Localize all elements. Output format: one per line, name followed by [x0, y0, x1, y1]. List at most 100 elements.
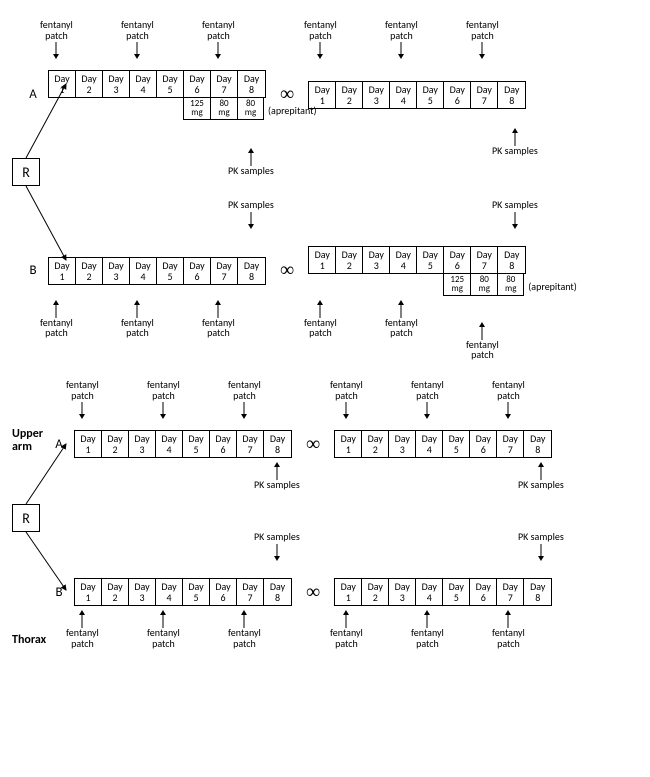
- pk-label: PK samples: [492, 200, 538, 230]
- dose-row: 125mg 80mg 80mg: [183, 98, 266, 120]
- day-cell: Day5: [183, 579, 210, 605]
- arm-a-row: A Day1 Day2 Day3 Day4 Day5 Day6 Day7 Day…: [48, 70, 526, 120]
- arm-a2-below: PK samples PK samples: [74, 462, 552, 500]
- arm-b-below: fentanylpatch fentanylpatch fentanylpatc…: [48, 300, 526, 352]
- pk-label: PK samples: [254, 462, 300, 492]
- fentanyl-label: fentanylpatch: [202, 20, 235, 60]
- day-cell: Day6: [444, 82, 471, 108]
- fentanyl-label: fentanylpatch: [228, 380, 261, 420]
- day-cell: Day4: [416, 431, 443, 457]
- pk-label: PK samples: [228, 148, 274, 178]
- fentanyl-label: fentanylpatch: [121, 20, 154, 60]
- fentanyl-label: fentanylpatch: [411, 380, 444, 420]
- day-cell: Day2: [336, 247, 363, 273]
- dose-cell: 80mg: [237, 98, 264, 120]
- day-cell: Day4: [130, 258, 157, 284]
- arm-b-label: B: [50, 585, 68, 600]
- day-cell: Day1: [75, 431, 102, 457]
- arm-b2-above: PK samples PK samples: [74, 528, 552, 574]
- day-cell: Day1: [49, 258, 76, 284]
- arm-a-below: PK samples PK samples: [48, 124, 526, 170]
- fentanyl-label: fentanylpatch: [66, 610, 99, 650]
- panel-2: Upperarm Thorax R fentanylpatch fentanyl…: [12, 372, 638, 672]
- fentanyl-label: fentanylpatch: [121, 300, 154, 340]
- r-label: R: [22, 164, 30, 181]
- day-cell: Day4: [390, 247, 417, 273]
- day-cell: Day5: [443, 579, 470, 605]
- pk-label: PK samples: [518, 532, 564, 562]
- day-cell: Day4: [156, 579, 183, 605]
- day-row: Day1 Day2 Day3 Day4 Day5 Day6 Day7 Day8: [308, 81, 526, 109]
- day-cell: Day1: [335, 579, 362, 605]
- randomize-box: R: [12, 504, 40, 532]
- fentanyl-label: fentanylpatch: [385, 20, 418, 60]
- pk-label: PK samples: [518, 462, 564, 492]
- arm-a-period-2: Day1 Day2 Day3 Day4 Day5 Day6 Day7 Day8: [308, 81, 526, 109]
- day-cell: Day3: [389, 431, 416, 457]
- day-cell: Day2: [102, 431, 129, 457]
- day-row: Day1 Day2 Day3 Day4 Day5 Day6 Day7 Day8: [334, 578, 552, 606]
- day-cell: Day4: [130, 71, 157, 97]
- day-cell: Day1: [309, 247, 336, 273]
- day-cell: Day1: [49, 71, 76, 97]
- fentanyl-label: fentanylpatch: [466, 322, 499, 362]
- day-cell: Day3: [363, 247, 390, 273]
- pk-label: PK samples: [228, 200, 274, 230]
- aprepitant-note: (aprepitant): [528, 280, 577, 293]
- fentanyl-label: fentanylpatch: [40, 300, 73, 340]
- infinity-symbol: ∞: [306, 433, 320, 456]
- day-cell: Day2: [76, 71, 103, 97]
- panel-1: R fentanylpatch fentanylpatch fentanylpa…: [12, 12, 638, 332]
- fentanyl-label: fentanylpatch: [304, 20, 337, 60]
- day-cell: Day7: [211, 71, 238, 97]
- arm-a2-above: fentanylpatch fentanylpatch fentanylpatc…: [74, 380, 552, 426]
- day-cell: Day8: [238, 258, 265, 284]
- arm-a2-row: A Day1 Day2 Day3 Day4 Day5 Day6 Day7 Day…: [74, 430, 552, 458]
- fentanyl-label: fentanylpatch: [330, 380, 363, 420]
- day-cell: Day6: [184, 258, 211, 284]
- fentanyl-label: fentanylpatch: [147, 610, 180, 650]
- day-cell: Day7: [237, 579, 264, 605]
- day-cell: Day7: [471, 82, 498, 108]
- day-cell: Day5: [183, 431, 210, 457]
- fentanyl-label: fentanylpatch: [330, 610, 363, 650]
- day-row: Day1 Day2 Day3 Day4 Day5 Day6 Day7 Day8: [48, 70, 266, 98]
- day-cell: Day3: [363, 82, 390, 108]
- day-cell: Day8: [264, 579, 291, 605]
- day-cell: Day8: [498, 82, 525, 108]
- day-cell: Day6: [210, 579, 237, 605]
- day-cell: Day5: [157, 71, 184, 97]
- arm-a-above: fentanylpatch fentanylpatch fentanylpatc…: [48, 20, 526, 66]
- day-cell: Day5: [417, 82, 444, 108]
- arm-b-label: B: [24, 263, 42, 278]
- day-cell: Day4: [416, 579, 443, 605]
- fentanyl-label: fentanylpatch: [147, 380, 180, 420]
- thorax-text: Thorax: [12, 634, 46, 647]
- arm-b-block: PK samples PK samples B Day1 Day2 Day3 D…: [48, 196, 526, 352]
- fentanyl-label: fentanylpatch: [492, 380, 525, 420]
- pk-label: PK samples: [492, 128, 538, 158]
- fentanyl-label: fentanylpatch: [466, 20, 499, 60]
- day-cell: Day8: [524, 431, 551, 457]
- dose-cell: 80mg: [497, 274, 524, 296]
- arm-b-period-1: Day1 Day2 Day3 Day4 Day5 Day6 Day7 Day8: [48, 257, 266, 285]
- day-cell: Day3: [103, 71, 130, 97]
- arm-b-row: B Day1 Day2 Day3 Day4 Day5 Day6 Day7 Day…: [48, 246, 526, 296]
- dose-row: 125mg 80mg 80mg: [443, 274, 526, 296]
- fentanyl-label: fentanylpatch: [202, 300, 235, 340]
- fentanyl-label: fentanylpatch: [385, 300, 418, 340]
- day-cell: Day3: [103, 258, 130, 284]
- day-row: Day1 Day2 Day3 Day4 Day5 Day6 Day7 Day8: [48, 257, 266, 285]
- day-cell: Day2: [362, 579, 389, 605]
- arm-b2-row: B Day1 Day2 Day3 Day4 Day5 Day6 Day7 Day…: [74, 578, 552, 606]
- fentanyl-label: fentanylpatch: [40, 20, 73, 60]
- arm-a2-period-2: Day1 Day2 Day3 Day4 Day5 Day6 Day7 Day8: [334, 430, 552, 458]
- dose-cell: 80mg: [210, 98, 237, 120]
- fentanyl-label: fentanylpatch: [228, 610, 261, 650]
- arm-a-block: fentanylpatch fentanylpatch fentanylpatc…: [48, 20, 526, 170]
- randomize-box: R: [12, 158, 40, 186]
- day-cell: Day5: [157, 258, 184, 284]
- day-cell: Day1: [309, 82, 336, 108]
- day-cell: Day6: [184, 71, 211, 97]
- day-cell: Day1: [75, 579, 102, 605]
